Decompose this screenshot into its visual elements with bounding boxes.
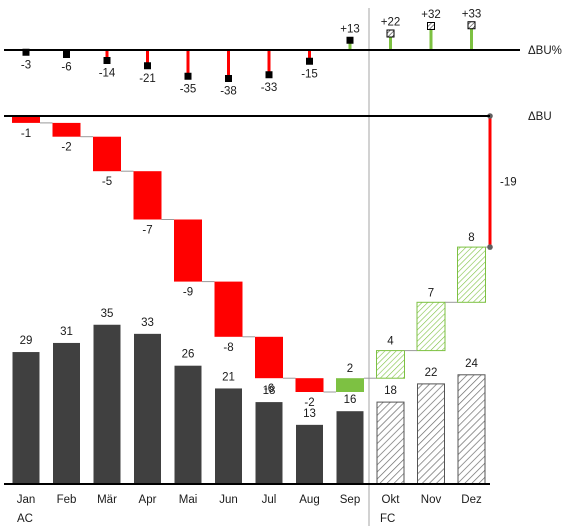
month-label-Aug: Aug — [299, 494, 319, 506]
waterfall-bar-Apr — [133, 171, 162, 220]
column-value-label-Okt: 18 — [384, 385, 397, 397]
waterfall-value-label-Mai: -9 — [183, 287, 193, 299]
scenario-label-fc: FC — [380, 513, 395, 525]
pin-value-label-Okt: +22 — [381, 17, 401, 29]
waterfall-bar-Dez — [457, 246, 486, 303]
column-Okt — [376, 401, 405, 485]
column-Dez — [457, 374, 486, 485]
column-value-label-Jan: 29 — [20, 335, 33, 347]
pin-head-Mai — [184, 72, 192, 80]
column-value-label-Sep: 16 — [344, 394, 357, 406]
waterfall-value-label-Nov: 7 — [428, 287, 434, 299]
column-value-label-Apr: 33 — [141, 317, 154, 329]
column-value-label-Aug: 13 — [303, 408, 316, 420]
waterfall-value-label-Jul: -6 — [264, 383, 274, 395]
pin-value-label-Jul: -33 — [261, 82, 278, 94]
month-label-Mai: Mai — [179, 494, 198, 506]
waterfall-bar-Mai — [174, 219, 202, 282]
pin-head-Jul — [265, 71, 273, 79]
month-label-Jun: Jun — [219, 494, 238, 506]
pin-head-Feb — [63, 51, 70, 58]
column-value-label-Nov: 22 — [425, 367, 438, 379]
pin-head-Jun — [225, 75, 232, 82]
column-value-label-Jul: 18 — [263, 385, 276, 397]
month-label-Mär: Mär — [97, 494, 117, 506]
month-label-Nov: Nov — [421, 494, 442, 506]
column-value-label-Jun: 21 — [222, 371, 235, 383]
waterfall-bar-Mär — [93, 136, 121, 172]
column-value-label-Feb: 31 — [60, 326, 73, 338]
column-Feb — [53, 342, 80, 484]
column-value-label-Dez: 24 — [465, 358, 478, 370]
pin-head-Sep — [346, 36, 354, 44]
pin-value-label-Mär: -14 — [99, 68, 116, 80]
column-Sep — [336, 411, 364, 484]
pin-value-label-Aug: -15 — [301, 68, 318, 80]
pin-head-Nov — [427, 22, 435, 30]
waterfall-value-label-Feb: -2 — [61, 142, 71, 154]
month-label-Dez: Dez — [461, 494, 482, 506]
column-Jun — [215, 388, 242, 484]
waterfall-value-label-Sep: 2 — [347, 363, 353, 375]
pin-head-Dez — [467, 21, 476, 30]
column-Mär — [93, 324, 121, 484]
column-value-label-Mär: 35 — [101, 308, 114, 320]
waterfall-bar-Aug — [295, 378, 324, 392]
column-Jul — [255, 402, 283, 484]
waterfall-bar-Jul — [255, 336, 283, 379]
pin-value-label-Apr: -21 — [139, 73, 156, 85]
month-label-Jan: Jan — [17, 494, 36, 506]
pin-value-label-Jan: -3 — [21, 59, 31, 71]
pin-value-label-Sep: +13 — [340, 23, 360, 35]
waterfall-value-label-Apr: -7 — [142, 225, 152, 237]
relative-variance-label: ΔBU% — [528, 45, 562, 57]
waterfall-bar-Nov — [416, 301, 446, 352]
waterfall-bar-Sep — [336, 378, 364, 392]
month-label-Apr: Apr — [139, 494, 157, 506]
absolute-variance-label: ΔBU — [528, 111, 552, 123]
pin-head-Okt — [386, 29, 395, 38]
month-label-Jul: Jul — [262, 494, 277, 506]
month-label-Feb: Feb — [57, 494, 77, 506]
waterfall-value-label-Mär: -5 — [102, 176, 112, 188]
pin-value-label-Feb: -6 — [61, 62, 71, 74]
category-labels: Jan Feb Mär Apr Mai Jun Jul Aug Sep Okt Nov Dez — [17, 494, 482, 506]
column-Aug — [296, 424, 323, 484]
waterfall-bar-Feb — [52, 122, 81, 137]
pin-head-Mär — [103, 57, 111, 64]
column-Jan — [12, 352, 40, 484]
pin-value-label-Mai: -35 — [180, 83, 197, 95]
month-label-Sep: Sep — [340, 494, 360, 506]
waterfall-value-label-Aug: -2 — [304, 397, 314, 409]
column-Apr — [134, 333, 161, 484]
pin-head-Jan — [22, 48, 30, 56]
month-label-Okt: Okt — [382, 494, 401, 506]
waterfall-bar-Jun — [214, 281, 243, 337]
column-Mai — [174, 365, 202, 484]
total-variance-dot-bottom — [487, 244, 493, 250]
column-Nov — [417, 383, 445, 485]
total-variance-label: -19 — [500, 177, 517, 189]
waterfall-bar-Jan — [12, 116, 40, 123]
column-value-label-Mai: 26 — [182, 349, 195, 361]
pin-head-Apr — [144, 62, 151, 70]
scenario-label-ac: AC — [17, 513, 33, 525]
pin-head-Aug — [306, 57, 313, 65]
pin-value-label-Nov: +32 — [421, 9, 441, 21]
waterfall-value-label-Jun: -8 — [223, 342, 233, 354]
waterfall-value-label-Okt: 4 — [387, 336, 394, 348]
waterfall-value-label-Dez: 8 — [468, 232, 474, 244]
pin-value-label-Dez: +33 — [462, 8, 482, 20]
waterfall-bar-Okt — [376, 350, 405, 379]
relative-variance-chart: -3 -6 -14 -21 -35 -38 -33 -15 +13 +22 +32 +33 — [21, 8, 481, 97]
waterfall-value-label-Jan: -1 — [21, 128, 31, 140]
pin-value-label-Jun: -38 — [220, 86, 237, 98]
